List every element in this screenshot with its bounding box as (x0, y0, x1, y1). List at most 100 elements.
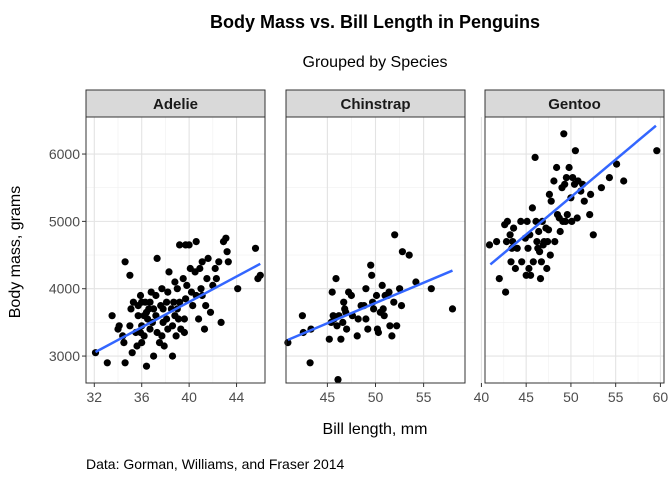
data-point (127, 305, 135, 313)
data-point (176, 298, 184, 306)
x-tick-label: 45 (320, 389, 336, 405)
data-point (140, 332, 148, 340)
data-point (128, 349, 136, 357)
data-point (586, 211, 594, 219)
data-point (121, 359, 129, 367)
data-point (212, 275, 220, 283)
data-point (370, 305, 378, 313)
data-point (364, 325, 372, 333)
data-point (234, 285, 242, 293)
data-point (569, 174, 577, 182)
data-point (146, 325, 154, 333)
data-point (334, 376, 342, 384)
data-point (561, 217, 570, 225)
data-point (138, 339, 146, 347)
data-point (325, 335, 333, 343)
data-point (379, 305, 387, 313)
data-point (493, 238, 501, 246)
data-point (386, 322, 394, 330)
data-point (217, 318, 225, 326)
data-point (165, 268, 173, 276)
data-point (192, 238, 200, 246)
x-tick-label: 36 (134, 389, 150, 405)
trend-line (287, 269, 453, 342)
data-point (412, 278, 420, 286)
data-point (173, 285, 181, 293)
data-point (332, 275, 340, 283)
data-point (511, 264, 519, 273)
x-tick-label: 32 (87, 389, 103, 405)
data-point (196, 264, 204, 273)
data-point (103, 359, 111, 367)
data-point (153, 254, 161, 262)
data-point (343, 325, 351, 333)
data-point (206, 308, 215, 316)
data-point (536, 248, 544, 256)
data-point (525, 264, 533, 273)
data-point (185, 241, 193, 249)
data-point (251, 244, 260, 252)
data-point (163, 298, 171, 306)
facet-strip-label: Gentoo (548, 96, 601, 113)
data-point (223, 248, 231, 256)
y-tick-label: 4000 (49, 281, 80, 297)
data-point (198, 258, 206, 266)
data-point (544, 226, 553, 234)
data-point (353, 332, 361, 340)
x-tick-label: 45 (518, 389, 534, 405)
data-point (150, 305, 158, 313)
data-point (152, 291, 160, 300)
data-point (393, 322, 401, 330)
data-point (172, 332, 180, 340)
data-point (378, 281, 386, 289)
data-point (171, 278, 179, 286)
data-point (180, 315, 188, 323)
data-point (160, 342, 168, 350)
data-point (180, 328, 188, 337)
data-point (509, 224, 518, 232)
y-axis-title: Body mass, grams (7, 186, 24, 318)
data-point (565, 163, 573, 172)
data-point (513, 244, 521, 252)
data-point (374, 328, 382, 337)
data-point (556, 227, 564, 236)
x-tick-label: 50 (368, 389, 384, 405)
panel-border (85, 116, 266, 384)
data-point (573, 214, 581, 222)
data-point (158, 285, 166, 293)
chart-title: Body Mass vs. Bill Length in Penguins (210, 12, 540, 32)
data-point (533, 238, 541, 246)
data-point (168, 322, 177, 330)
data-point (536, 275, 545, 283)
data-point (183, 281, 191, 289)
trend-line (489, 124, 657, 266)
facet-panel-chinstrap: Chinstrap 45 50 55 (284, 89, 466, 405)
data-point (182, 295, 190, 303)
data-point (390, 298, 398, 306)
data-point (150, 352, 158, 360)
scatter-points (284, 231, 457, 384)
y-tick-label: 3000 (49, 348, 80, 364)
y-axis: 3000 4000 5000 6000 (49, 146, 86, 364)
data-point (126, 322, 134, 330)
data-point (372, 291, 381, 300)
data-point (485, 241, 494, 249)
data-point (503, 217, 511, 225)
data-point (202, 302, 210, 310)
data-point (563, 211, 571, 219)
x-tick-label: 44 (229, 389, 245, 405)
data-point (164, 288, 172, 296)
data-point (224, 258, 232, 266)
data-point (545, 190, 554, 198)
data-point (170, 298, 178, 306)
data-point (174, 315, 183, 323)
data-point (524, 244, 532, 252)
x-tick-label: 55 (416, 389, 432, 405)
facet-panels: Adelie 32 36 40 44 Chinstrap 45 50 55 Gentoo 40 45 5… (85, 89, 668, 405)
data-point (367, 261, 375, 269)
data-point (544, 238, 552, 246)
data-point (587, 190, 595, 198)
data-point (523, 217, 531, 225)
data-point (158, 332, 166, 340)
data-point (528, 204, 537, 212)
